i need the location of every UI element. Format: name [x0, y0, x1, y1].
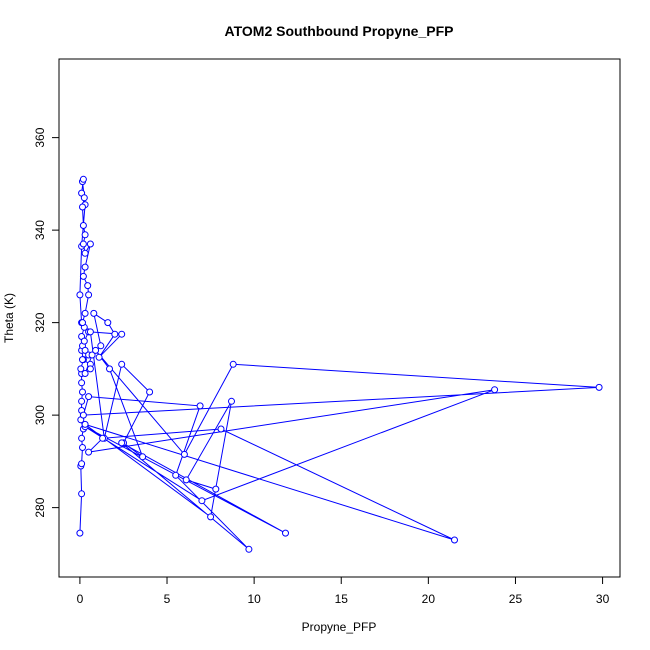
x-tick-label: 30: [596, 592, 610, 606]
x-tick-label: 20: [422, 592, 436, 606]
y-axis-label: Theta (K): [2, 293, 16, 343]
data-point: [198, 497, 206, 505]
data-point: [79, 222, 87, 229]
data-point: [118, 360, 126, 368]
data-point: [491, 386, 499, 394]
data-point: [88, 351, 96, 359]
data-point: [85, 448, 93, 456]
x-tick-label: 10: [247, 592, 261, 606]
x-tick-label: 0: [77, 592, 84, 606]
data-point: [228, 397, 235, 405]
data-point: [118, 330, 126, 338]
x-tick-label: 25: [509, 592, 523, 606]
data-point: [81, 263, 89, 271]
data-point: [451, 536, 458, 544]
data-point: [196, 402, 204, 410]
data-point: [81, 346, 89, 354]
data-point: [79, 356, 86, 364]
data-point: [80, 337, 88, 345]
data-point: [182, 476, 190, 484]
data-point: [79, 388, 86, 396]
data-point: [78, 397, 86, 405]
data-point: [595, 383, 603, 391]
data-point: [84, 282, 92, 290]
data-point: [76, 291, 84, 299]
data-point: [78, 490, 86, 498]
data-point: [76, 529, 84, 537]
series-line: [79, 179, 600, 550]
data-point: [80, 194, 88, 202]
data-point: [99, 434, 107, 442]
data-point: [78, 434, 86, 442]
data-point: [79, 319, 86, 327]
data-point: [79, 203, 86, 211]
y-tick-label: 300: [33, 405, 47, 425]
data-point: [245, 545, 253, 553]
data-point: [81, 420, 89, 428]
data-point: [90, 309, 98, 317]
data-point: [229, 360, 237, 368]
data-point: [85, 393, 93, 401]
data-point: [139, 453, 147, 461]
data-point: [92, 346, 100, 354]
x-tick-label: 15: [335, 592, 349, 606]
data-point: [78, 379, 86, 387]
data-point: [180, 450, 188, 458]
data-point: [86, 365, 94, 373]
chart-title: ATOM2 Southbound Propyne_PFP: [225, 23, 454, 39]
data-point: [85, 291, 93, 299]
y-axis: 280 300 320 340 360: [33, 127, 60, 518]
data-point: [81, 249, 89, 257]
data-point: [104, 319, 112, 327]
data-point: [217, 425, 225, 433]
data-point: [81, 309, 89, 317]
data-point: [77, 365, 85, 373]
data-point: [97, 342, 105, 350]
data-point: [111, 330, 119, 338]
plot-frame: [58, 58, 621, 578]
data-point: [79, 175, 87, 183]
y-tick-label: 280: [33, 497, 47, 517]
data-point: [282, 529, 289, 537]
series-layer: [76, 175, 603, 553]
data-point: [78, 460, 86, 468]
x-axis-label: Propyne_PFP: [302, 620, 377, 634]
data-point: [212, 485, 220, 493]
data-point: [106, 365, 113, 373]
y-tick-label: 360: [33, 127, 47, 147]
data-point: [172, 471, 180, 479]
data-point: [79, 444, 86, 451]
data-point: [79, 272, 87, 280]
y-tick-label: 320: [33, 312, 47, 332]
data-point: [79, 240, 87, 248]
data-point: [95, 353, 103, 361]
data-point: [79, 411, 87, 419]
data-point: [81, 370, 89, 377]
data-point: [207, 513, 215, 521]
y-tick-label: 340: [33, 220, 47, 240]
data-point: [81, 231, 89, 239]
data-point: [118, 439, 126, 447]
data-point: [86, 240, 94, 248]
x-axis: 0 5 10 15 20 25 30: [77, 576, 610, 606]
x-tick-label: 5: [164, 592, 171, 606]
data-point: [86, 328, 94, 336]
data-point: [146, 388, 154, 396]
